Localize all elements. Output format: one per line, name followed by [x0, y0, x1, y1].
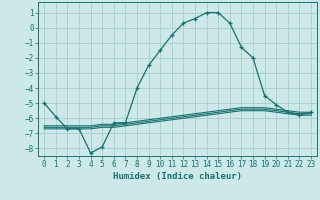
X-axis label: Humidex (Indice chaleur): Humidex (Indice chaleur) [113, 172, 242, 181]
